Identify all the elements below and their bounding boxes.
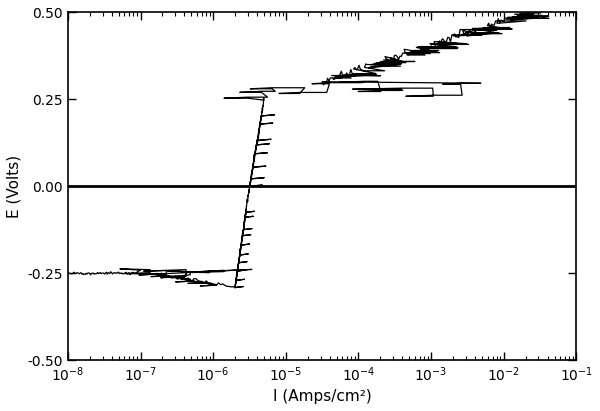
- X-axis label: I (Amps/cm²): I (Amps/cm²): [273, 389, 371, 404]
- Y-axis label: E (Volts): E (Volts): [7, 155, 22, 218]
